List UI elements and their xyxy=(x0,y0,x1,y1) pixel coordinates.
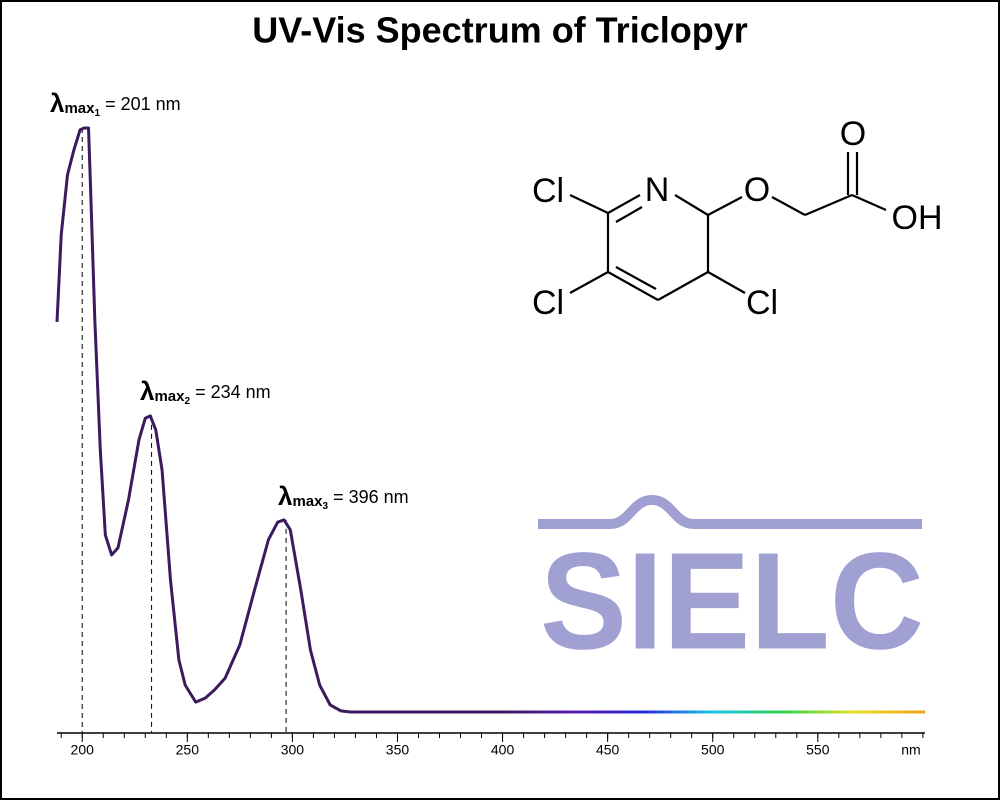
bond xyxy=(615,266,657,290)
bond xyxy=(607,194,641,214)
bond xyxy=(707,271,746,294)
x-tick-label: 200 xyxy=(71,742,95,758)
molecule: Cl N O O OH Cl Cl xyxy=(532,115,943,322)
peak-label-part: max xyxy=(292,493,323,510)
bond xyxy=(804,193,853,217)
x-axis-label: nm xyxy=(901,742,920,758)
bond xyxy=(771,196,806,216)
x-tick-label: 550 xyxy=(806,742,830,758)
atom-label: N xyxy=(645,171,670,209)
logo-text: SIELC xyxy=(540,524,924,678)
peak-label: λmax3 = 396 nm xyxy=(278,481,409,512)
bond xyxy=(615,206,643,223)
logo-arc xyxy=(538,494,922,529)
chart-title: UV-Vis Spectrum of Triclopyr xyxy=(252,10,747,51)
peak-label-part: λ xyxy=(50,88,65,118)
bond xyxy=(707,196,743,216)
peak-label-part: 1 xyxy=(95,108,101,119)
spectrum-line xyxy=(55,126,925,714)
x-tick-label: 350 xyxy=(386,742,410,758)
atom-label: OH xyxy=(892,199,943,237)
peak-label: λmax2 = 234 nm xyxy=(140,376,271,407)
atom-label: Cl xyxy=(532,172,564,210)
peak-label: λmax1 = 201 nm xyxy=(50,88,181,119)
logo: SIELC xyxy=(538,494,924,678)
atom-label: Cl xyxy=(532,284,564,322)
x-tick-label: 500 xyxy=(701,742,725,758)
peak-label-part: 2 xyxy=(185,396,191,407)
atom-label: O xyxy=(840,115,866,153)
bond xyxy=(569,271,609,294)
bond xyxy=(569,194,609,214)
peak-label-part: = 234 nm xyxy=(195,382,271,402)
bond xyxy=(674,194,709,216)
peak-label-part: 3 xyxy=(323,501,329,512)
peak-label-part: max xyxy=(64,100,95,117)
x-tick-label: 250 xyxy=(176,742,200,758)
peak-label-part: = 201 nm xyxy=(105,94,181,114)
atom-label: O xyxy=(744,171,770,209)
bond xyxy=(851,193,887,212)
x-tick-label: 300 xyxy=(281,742,305,758)
peak-label-part: max xyxy=(154,388,185,405)
x-tick-label: 450 xyxy=(596,742,620,758)
bond xyxy=(607,271,659,301)
peak-label-part: λ xyxy=(140,376,155,406)
x-tick-label: 400 xyxy=(491,742,515,758)
atom-label: Cl xyxy=(746,284,778,322)
bond xyxy=(657,271,709,301)
peak-label-part: = 396 nm xyxy=(333,487,409,507)
peak-label-part: λ xyxy=(278,481,293,511)
